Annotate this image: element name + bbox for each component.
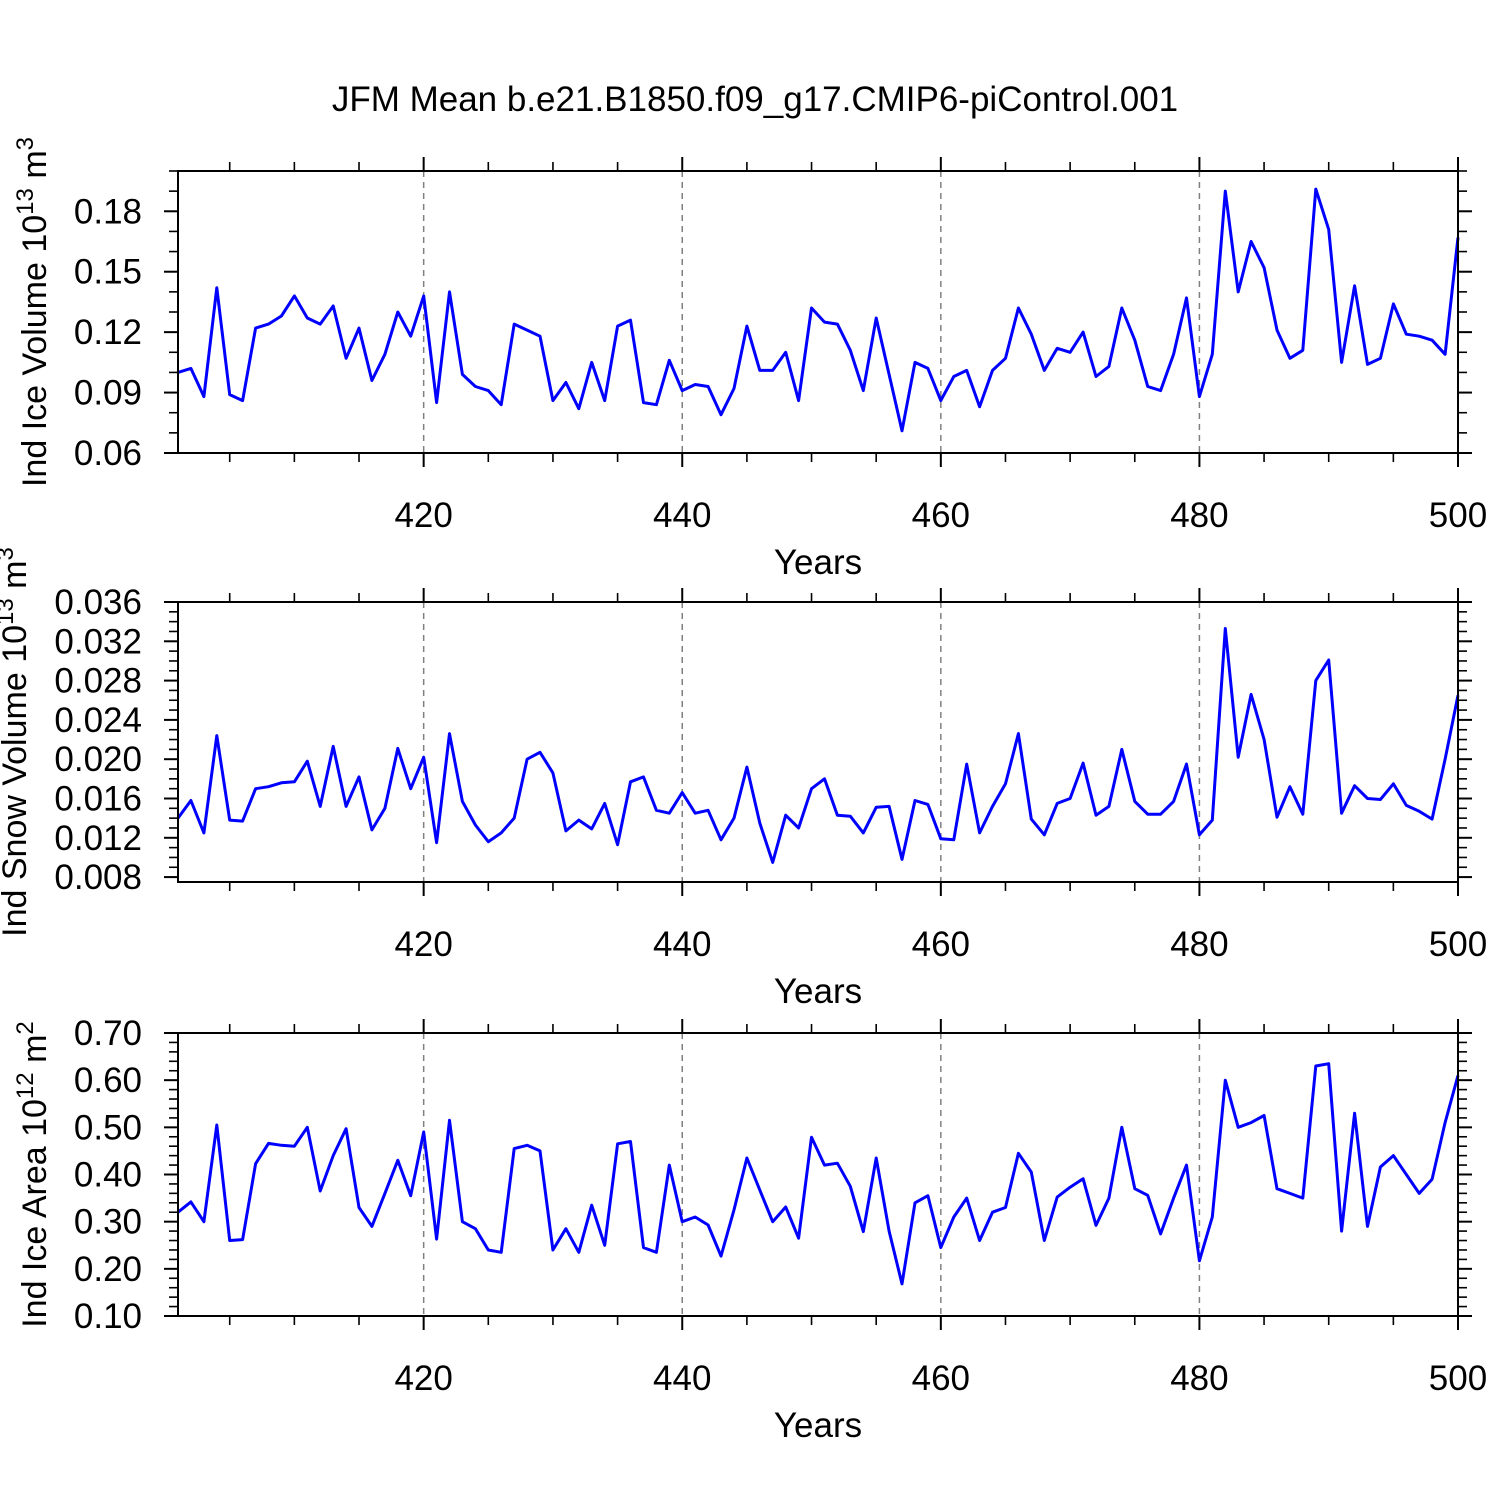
- y-tick-label: 0.40: [74, 1156, 142, 1195]
- y-tick-label: 0.024: [54, 701, 142, 740]
- y-tick-label: 0.036: [54, 583, 142, 622]
- data-line: [177, 187, 1460, 433]
- x-tick-label: 420: [394, 925, 452, 964]
- x-tick-label: 420: [394, 496, 452, 535]
- x-tick-labels: 420 440 460 480 500: [394, 496, 1487, 535]
- chart-ind-ice-area: 420 440 460 480 5000.100.200.300.400.500.600…: [12, 1014, 1487, 1445]
- x-tick-label: 440: [653, 925, 711, 964]
- y-tick-label: 0.028: [54, 662, 142, 701]
- x-tick-label: 480: [1170, 925, 1228, 964]
- y-tick-label: 0.12: [74, 313, 142, 352]
- ticks: [164, 157, 1472, 467]
- x-tick-label: 440: [653, 496, 711, 535]
- plot-frame: [177, 601, 1459, 883]
- y-tick-label: 0.032: [54, 622, 142, 661]
- gridlines: [422, 1033, 1201, 1316]
- y-tick-label: 0.50: [74, 1108, 142, 1147]
- x-tick-label: 460: [912, 1359, 970, 1398]
- chart-ind-ice-volume: 420 440 460 480 500 0.06 0.09 0.12 0.15 0.18 Years…: [12, 137, 1487, 582]
- data-line: [177, 1062, 1460, 1286]
- y-tick-label: 0.020: [54, 740, 142, 779]
- y-tick-label: 0.15: [74, 253, 142, 292]
- y-axis-title: Ind Snow Volume 1013 m3: [0, 547, 34, 937]
- ticks: [164, 588, 1472, 896]
- y-tick-label: 0.06: [74, 434, 142, 473]
- x-tick-labels: 420 440 460 480 500: [394, 925, 1487, 964]
- x-axis-title: Years: [774, 972, 862, 1011]
- y-tick-label: 0.09: [74, 374, 142, 413]
- gridlines: [422, 602, 1201, 882]
- x-tick-label: 460: [912, 925, 970, 964]
- x-tick-label: 440: [653, 1359, 711, 1398]
- x-tick-label: 480: [1170, 1359, 1228, 1398]
- y-tick-labels: 0.10 0.20 0.30 0.40 0.50 0.60 0.70: [74, 1014, 142, 1336]
- x-tick-label: 460: [912, 496, 970, 535]
- y-tick-label: 0.012: [54, 819, 142, 858]
- y-axis-title: Ind Ice Volume 1013 m3: [12, 137, 54, 487]
- y-axis-title: Ind Ice Area 1012 m2: [12, 1021, 54, 1328]
- chart-ind-snow-volume: 420 440 460 480 500 0.0080.0120.0160.0200.024…: [0, 547, 1487, 1011]
- plot-frame: [177, 170, 1459, 454]
- x-tick-label: 500: [1429, 1359, 1487, 1398]
- y-tick-labels: 0.06 0.09 0.12 0.15 0.18: [74, 192, 142, 473]
- y-tick-label: 0.016: [54, 779, 142, 818]
- y-tick-label: 0.18: [74, 192, 142, 231]
- data-line: [176, 627, 1460, 864]
- x-tick-label: 500: [1429, 925, 1487, 964]
- x-tick-label: 420: [394, 1359, 452, 1398]
- y-tick-label: 0.008: [54, 858, 142, 897]
- y-tick-label: 0.60: [74, 1061, 142, 1100]
- y-tick-label: 0.10: [74, 1297, 142, 1336]
- plot-frame: [177, 1032, 1459, 1317]
- x-axis-title: Years: [774, 543, 862, 582]
- gridlines: [422, 171, 1201, 453]
- x-tick-label: 500: [1429, 496, 1487, 535]
- ticks: [164, 1019, 1472, 1330]
- y-tick-label: 0.30: [74, 1203, 142, 1242]
- y-tick-label: 0.70: [74, 1014, 142, 1053]
- x-axis-title: Years: [774, 1406, 862, 1445]
- x-tick-label: 480: [1170, 496, 1228, 535]
- y-tick-label: 0.20: [74, 1250, 142, 1289]
- x-tick-labels: 420 440 460 480 500: [394, 1359, 1487, 1398]
- figure-title: JFM Mean b.e21.B1850.f09_g17.CMIP6-piCon…: [332, 80, 1178, 119]
